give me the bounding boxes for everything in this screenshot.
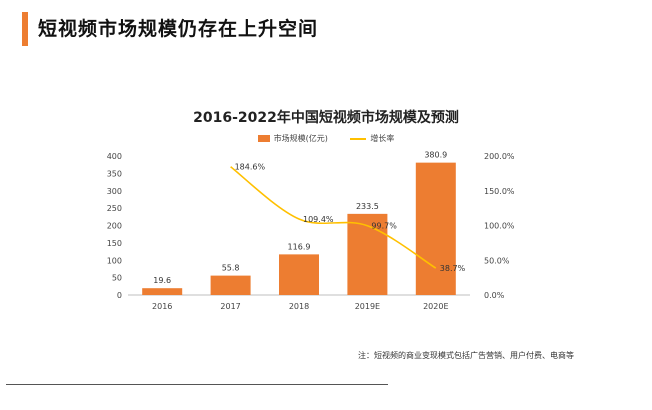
bottom-divider	[6, 384, 388, 385]
x-tick-label: 2018	[289, 302, 309, 311]
legend-label-growth-rate: 增长率	[370, 134, 395, 143]
y-tick-label-right: 200.0%	[484, 152, 515, 161]
bar-value-label: 380.9	[424, 151, 447, 160]
title-accent-bar	[22, 12, 28, 46]
slide-title: 短视频市场规模仍存在上升空间	[38, 18, 319, 40]
legend-swatch-bar	[257, 135, 270, 142]
bar	[142, 288, 183, 295]
y-tick-label-left: 250	[107, 204, 122, 213]
legend-swatch-line	[350, 137, 367, 140]
growth-rate-label: 109.4%	[303, 215, 334, 224]
bar-value-label: 55.8	[222, 264, 240, 273]
y-tick-label-left: 50	[112, 274, 122, 283]
x-tick-label: 2020E	[423, 302, 448, 311]
y-tick-label-right: 0.0%	[484, 291, 505, 300]
y-tick-label-right: 50.0%	[484, 256, 510, 265]
chart-legend: 市场规模(亿元) 增长率	[0, 133, 652, 144]
y-tick-label-right: 150.0%	[484, 187, 515, 196]
growth-rate-label: 99.7%	[371, 222, 397, 231]
chart-title: 2016-2022年中国短视频市场规模及预测	[193, 110, 459, 126]
y-tick-label-left: 300	[107, 187, 122, 196]
bar	[347, 213, 388, 295]
y-tick-label-left: 0	[117, 291, 122, 300]
y-tick-label-right: 100.0%	[484, 222, 515, 231]
bar-value-label: 233.5	[356, 202, 379, 211]
legend-item-growth-rate: 增长率	[350, 133, 394, 144]
y-tick-label-left: 400	[107, 152, 122, 161]
x-tick-label: 2019E	[355, 302, 380, 311]
growth-rate-line	[230, 166, 437, 269]
y-tick-label-left: 200	[107, 222, 122, 231]
x-tick-label: 2016	[152, 302, 172, 311]
footnote: 注：短视频的商业变现模式包括广告营销、用户付费、电商等	[358, 351, 574, 360]
legend-label-market-size: 市场规模(亿元)	[273, 134, 328, 143]
bar	[279, 254, 319, 295]
bar-value-label: 19.6	[153, 276, 171, 285]
growth-rate-label: 184.6%	[235, 163, 266, 172]
x-tick-label: 2017	[220, 302, 240, 311]
growth-rate-label: 38.7%	[440, 264, 466, 273]
y-tick-label-left: 150	[107, 239, 122, 248]
bar	[210, 275, 251, 295]
bar-value-label: 116.9	[288, 242, 311, 251]
legend-item-market-size: 市场规模(亿元)	[257, 133, 328, 144]
bar	[415, 162, 456, 295]
y-tick-label-left: 100	[107, 256, 122, 265]
y-tick-label-left: 350	[107, 169, 122, 178]
